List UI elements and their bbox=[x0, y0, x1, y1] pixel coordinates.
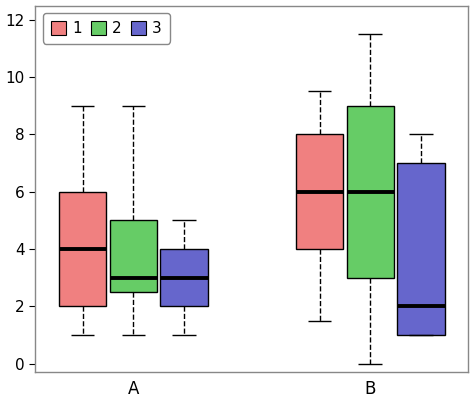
PathPatch shape bbox=[109, 220, 157, 292]
Legend: 1, 2, 3: 1, 2, 3 bbox=[43, 13, 170, 44]
PathPatch shape bbox=[346, 106, 394, 278]
PathPatch shape bbox=[59, 191, 106, 306]
PathPatch shape bbox=[161, 249, 208, 306]
PathPatch shape bbox=[397, 163, 445, 335]
PathPatch shape bbox=[296, 135, 343, 249]
